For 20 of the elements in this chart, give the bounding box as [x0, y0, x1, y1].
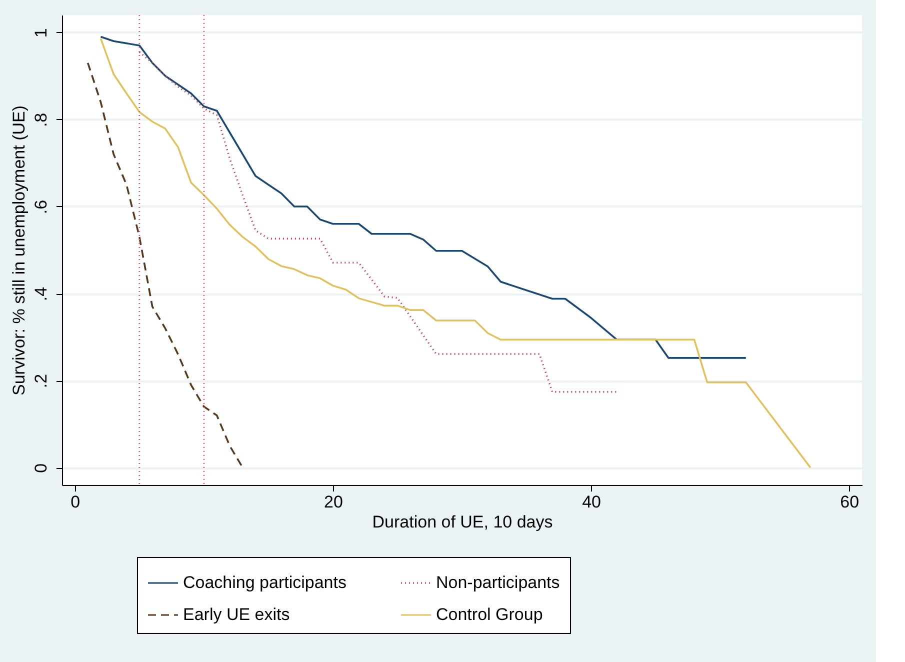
- x-tick-label: 40: [582, 492, 601, 512]
- y-tick-label: .2: [32, 374, 50, 388]
- line-series: [138, 51, 618, 393]
- y-tick-label: .8: [32, 112, 50, 128]
- x-axis-title: Duration of UE, 10 days: [372, 512, 553, 532]
- legend-label: Non-participants: [436, 573, 560, 592]
- legend-label: Control Group: [436, 605, 543, 624]
- line-series: [100, 38, 812, 468]
- x-tick-label: 0: [70, 492, 80, 512]
- line-series: [100, 36, 747, 359]
- y-tick-label: 0: [32, 463, 50, 473]
- y-axis-title: Survivor: % still in unemployment (UE): [10, 105, 28, 396]
- y-tick-label: .4: [32, 286, 50, 302]
- legend-label: Early UE exits: [183, 605, 290, 624]
- x-tick-label: 60: [840, 492, 860, 512]
- y-tick-label: .6: [32, 200, 50, 214]
- line-series: [86, 62, 244, 468]
- y-tick-label: 1: [32, 28, 50, 38]
- legend-label: Coaching participants: [183, 573, 346, 592]
- x-tick-label: 20: [324, 492, 343, 512]
